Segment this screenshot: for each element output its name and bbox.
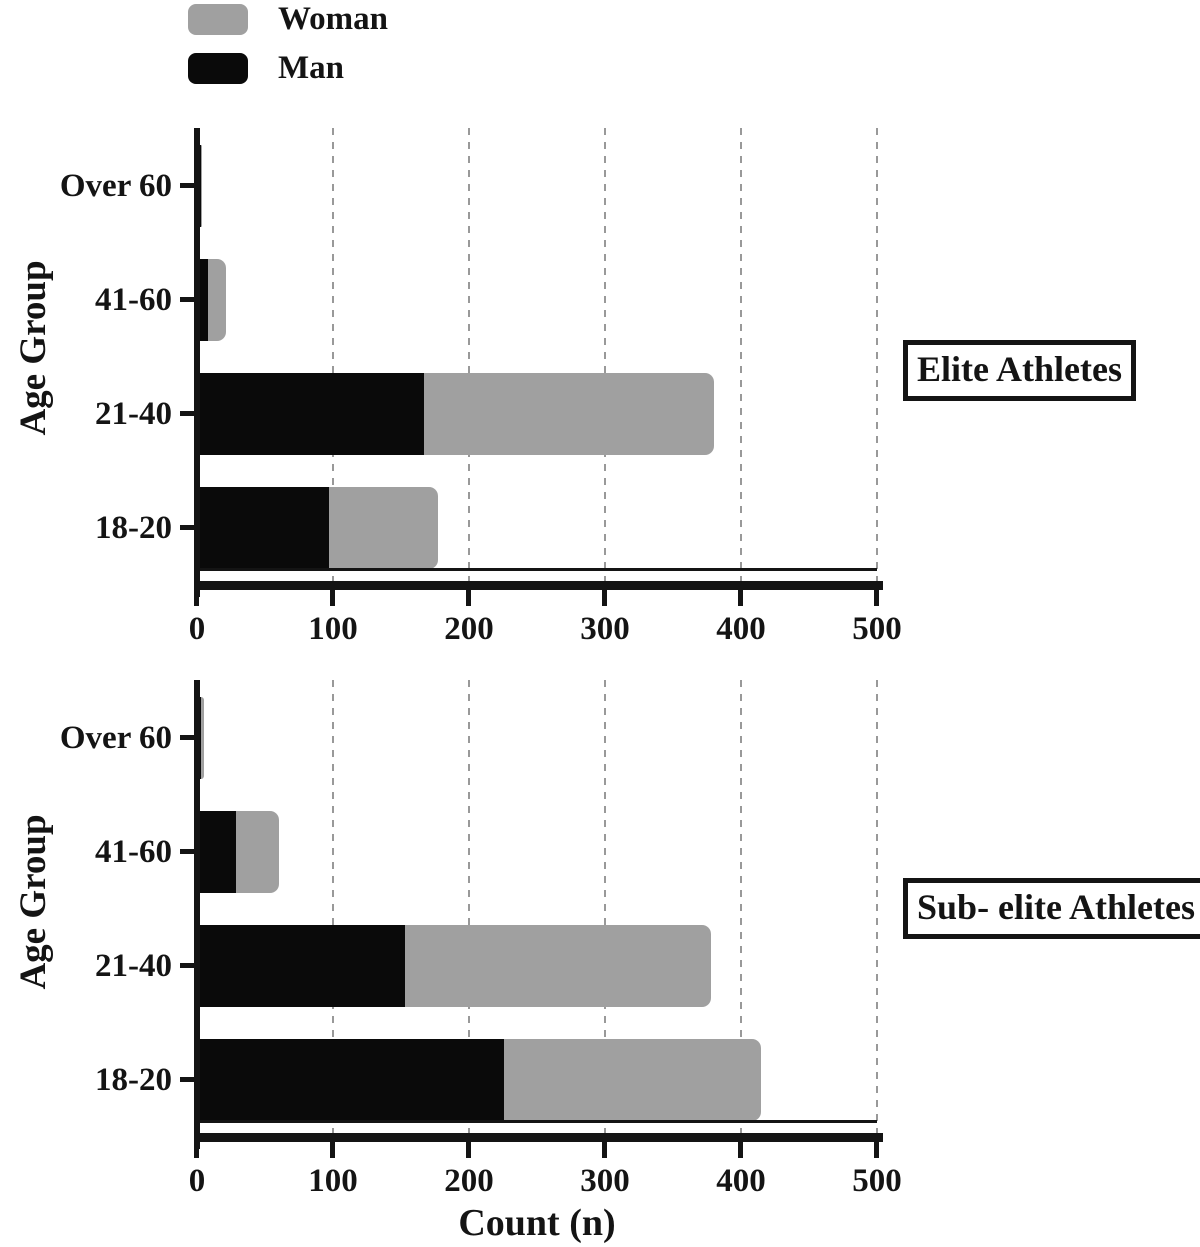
y-axis-spine — [194, 680, 200, 1149]
gridline — [876, 680, 878, 1133]
gridline — [740, 680, 742, 1133]
category-label-41-60: 41-60 — [95, 282, 172, 318]
bar-segment-woman-21-40 — [405, 925, 712, 1007]
gridline — [604, 680, 606, 1133]
gridline — [468, 128, 470, 581]
x-axis-line — [194, 1133, 883, 1142]
group-label-sub-elite-athletes: Sub- elite Athletes — [903, 878, 1200, 939]
category-label-21-40: 21-40 — [95, 396, 172, 432]
x-axis-title-count: Count (n) — [458, 1202, 616, 1244]
plot-frame-line — [197, 568, 877, 571]
plot-frame-line — [197, 1120, 877, 1123]
x-tick-label-400: 400 — [716, 1163, 766, 1199]
group-label-elite-athletes: Elite Athletes — [903, 340, 1136, 401]
category-label-18-20: 18-20 — [95, 1062, 172, 1098]
legend-item-woman: Woman — [188, 1, 388, 37]
x-tick-400 — [738, 581, 743, 606]
bar-segment-woman-Over 60 — [201, 697, 204, 779]
x-tick-300 — [602, 1133, 607, 1158]
y-tick-21-40 — [180, 963, 194, 968]
legend-item-man: Man — [188, 50, 344, 86]
bar-segment-woman-18-20 — [328, 487, 438, 569]
category-label-21-40: 21-40 — [95, 948, 172, 984]
bar-segment-woman-21-40 — [424, 373, 714, 455]
x-tick-200 — [466, 581, 471, 606]
category-label-18-20: 18-20 — [95, 510, 172, 546]
gridline — [332, 128, 334, 581]
gridline — [604, 128, 606, 581]
x-tick-100 — [330, 581, 335, 606]
category-label-41-60: 41-60 — [95, 834, 172, 870]
y-tick-18-20 — [180, 1077, 194, 1082]
x-tick-label-200: 200 — [444, 1163, 494, 1199]
bar-segment-man-41-60 — [197, 811, 237, 893]
bar-segment-man-18-20 — [197, 1039, 505, 1121]
bar-segment-man-21-40 — [197, 925, 406, 1007]
bar-segment-man-18-20 — [197, 487, 329, 569]
y-axis-title-elite: Age Group — [13, 260, 54, 436]
x-tick-label-0: 0 — [188, 611, 206, 647]
legend-label-man: Man — [278, 50, 344, 86]
category-label-Over 60: Over 60 — [59, 720, 172, 756]
bar-segment-man-41-60 — [197, 259, 208, 341]
gridline — [740, 128, 742, 581]
x-tick-label-200: 200 — [444, 611, 494, 647]
y-tick-18-20 — [180, 525, 194, 530]
x-axis-line — [194, 581, 883, 590]
x-tick-200 — [466, 1133, 471, 1158]
x-tick-label-300: 300 — [580, 611, 630, 647]
legend-swatch-man — [188, 52, 248, 84]
x-tick-label-500: 500 — [852, 611, 902, 647]
x-tick-500 — [874, 1133, 879, 1158]
y-axis-spine — [194, 128, 200, 597]
y-tick-41-60 — [180, 849, 194, 854]
x-tick-0 — [194, 581, 199, 606]
x-tick-label-500: 500 — [852, 1163, 902, 1199]
category-label-Over 60: Over 60 — [59, 168, 172, 204]
x-tick-400 — [738, 1133, 743, 1158]
bar-segment-woman-Over 60 — [201, 145, 203, 227]
x-tick-label-100: 100 — [308, 611, 358, 647]
y-tick-41-60 — [180, 297, 194, 302]
x-tick-500 — [874, 581, 879, 606]
bar-segment-woman-18-20 — [504, 1039, 762, 1121]
legend-label-woman: Woman — [278, 1, 389, 37]
x-tick-300 — [602, 581, 607, 606]
x-tick-label-300: 300 — [580, 1163, 630, 1199]
bar-segment-woman-41-60 — [207, 259, 226, 341]
y-tick-Over 60 — [180, 183, 194, 188]
legend-swatch-woman — [188, 3, 248, 35]
gridline — [876, 128, 878, 581]
y-axis-title-subelite: Age Group — [13, 814, 54, 990]
x-tick-100 — [330, 1133, 335, 1158]
y-tick-21-40 — [180, 411, 194, 416]
x-tick-0 — [194, 1133, 199, 1158]
x-tick-label-400: 400 — [716, 611, 766, 647]
x-tick-label-100: 100 — [308, 1163, 358, 1199]
y-tick-Over 60 — [180, 735, 194, 740]
bar-segment-woman-41-60 — [236, 811, 279, 893]
gridline — [332, 680, 334, 1133]
bar-segment-man-21-40 — [197, 373, 425, 455]
gridline — [468, 680, 470, 1133]
x-tick-label-0: 0 — [188, 1163, 206, 1199]
